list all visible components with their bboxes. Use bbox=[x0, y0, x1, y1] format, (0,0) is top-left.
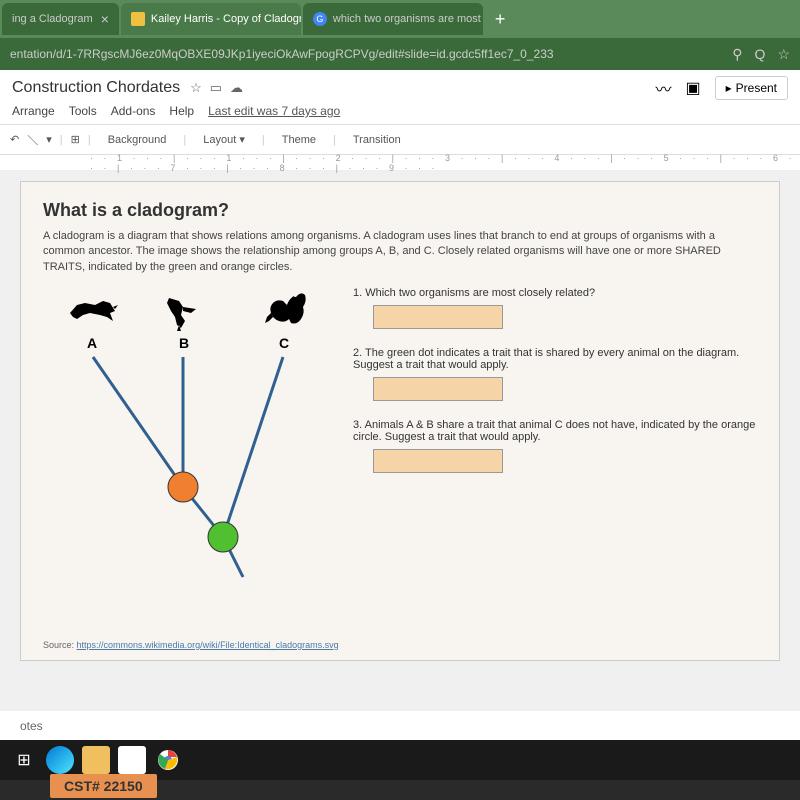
close-icon[interactable]: × bbox=[101, 11, 109, 27]
star-icon[interactable]: ☆ bbox=[190, 80, 202, 96]
cladogram-diagram: A B C bbox=[43, 287, 333, 587]
source-prefix: Source: bbox=[43, 640, 77, 650]
question-1: 1. Which two organisms are most closely … bbox=[353, 287, 757, 329]
menu-arrange[interactable]: Arrange bbox=[12, 104, 55, 118]
answer-box-2[interactable] bbox=[373, 377, 503, 401]
cloud-icon[interactable]: ☁ bbox=[230, 80, 243, 96]
browser-tab-3[interactable]: G which two organisms are most cl × bbox=[303, 3, 483, 35]
question-text: 2. The green dot indicates a trait that … bbox=[353, 347, 757, 371]
chrome-icon[interactable] bbox=[154, 746, 182, 774]
answer-box-1[interactable] bbox=[373, 305, 503, 329]
textbox-icon[interactable]: ⊞ bbox=[71, 133, 80, 146]
question-text: 1. Which two organisms are most closely … bbox=[353, 287, 757, 299]
url-bar[interactable]: entation/d/1-7RRgscMJ6ez0MqOBXE09JKp1iye… bbox=[0, 38, 800, 70]
questions-panel: 1. Which two organisms are most closely … bbox=[353, 287, 757, 587]
menu-addons[interactable]: Add-ons bbox=[111, 104, 156, 118]
label-a: A bbox=[87, 335, 97, 351]
present-label: Present bbox=[736, 81, 777, 95]
tab-label: which two organisms are most cl bbox=[333, 13, 483, 25]
bird-crow-icon bbox=[65, 293, 120, 328]
label-c: C bbox=[279, 335, 289, 351]
toolbar: ↶ ＼ ▾ | ⊞ | Background | Layout ▾ | Them… bbox=[0, 125, 800, 155]
squirrel-icon bbox=[261, 289, 309, 331]
comment-icon[interactable]: ▣ bbox=[685, 78, 700, 98]
transition-button[interactable]: Transition bbox=[344, 130, 410, 150]
menu-tools[interactable]: Tools bbox=[69, 104, 97, 118]
menu-bar: Arrange Tools Add-ons Help Last edit was… bbox=[12, 104, 788, 118]
browser-tab-1[interactable]: ing a Cladogram × bbox=[2, 3, 119, 35]
present-button[interactable]: ▸ Present bbox=[715, 76, 788, 100]
question-3: 3. Animals A & B share a trait that anim… bbox=[353, 419, 757, 473]
answer-box-3[interactable] bbox=[373, 449, 503, 473]
doc-header: Construction Chordates ☆ ▭ ☁ 〰 ▣ ▸ Prese… bbox=[0, 70, 800, 125]
dropdown-icon[interactable]: ▾ bbox=[46, 133, 52, 146]
url-text: entation/d/1-7RRgscMJ6ez0MqOBXE09JKp1iye… bbox=[10, 47, 554, 61]
trend-icon[interactable]: 〰 bbox=[655, 76, 671, 100]
tab-label: ing a Cladogram bbox=[12, 13, 93, 25]
source-link[interactable]: https://commons.wikimedia.org/wiki/File:… bbox=[77, 640, 339, 650]
last-edit[interactable]: Last edit was 7 days ago bbox=[208, 104, 340, 118]
question-2: 2. The green dot indicates a trait that … bbox=[353, 347, 757, 401]
theme-button[interactable]: Theme bbox=[273, 130, 325, 150]
undo-icon[interactable]: ↶ bbox=[10, 133, 19, 146]
task-view-icon[interactable]: ⊞ bbox=[10, 746, 38, 774]
menu-help[interactable]: Help bbox=[169, 104, 194, 118]
browser-window: ing a Cladogram × Kailey Harris - Copy o… bbox=[0, 0, 800, 740]
new-tab-button[interactable]: + bbox=[485, 9, 516, 30]
location-icon[interactable]: ⚲ bbox=[732, 46, 742, 63]
speaker-notes[interactable]: otes bbox=[20, 719, 780, 733]
play-icon: ▸ bbox=[726, 81, 732, 95]
source-citation: Source: https://commons.wikimedia.org/wi… bbox=[43, 640, 339, 650]
slide-canvas: What is a cladogram? A cladogram is a di… bbox=[0, 171, 800, 711]
move-icon[interactable]: ▭ bbox=[210, 80, 222, 96]
slide-title: What is a cladogram? bbox=[43, 200, 757, 221]
bird-kingfisher-icon bbox=[161, 293, 206, 333]
question-text: 3. Animals A & B share a trait that anim… bbox=[353, 419, 757, 443]
slides-icon bbox=[131, 12, 145, 26]
layout-button[interactable]: Layout ▾ bbox=[194, 129, 254, 150]
doc-title[interactable]: Construction Chordates bbox=[12, 79, 180, 97]
label-b: B bbox=[179, 335, 189, 351]
url-actions: ⚲ Q ☆ bbox=[732, 46, 790, 63]
line-icon[interactable]: ＼ bbox=[27, 132, 38, 148]
slide-description: A cladogram is a diagram that shows rela… bbox=[43, 229, 757, 275]
browser-tab-2[interactable]: Kailey Harris - Copy of Cladogram × bbox=[121, 3, 301, 35]
explorer-icon[interactable] bbox=[82, 746, 110, 774]
search-icon[interactable]: Q bbox=[755, 46, 766, 63]
edge-icon[interactable] bbox=[46, 746, 74, 774]
background-button[interactable]: Background bbox=[99, 130, 176, 150]
tab-label: Kailey Harris - Copy of Cladogram bbox=[151, 13, 301, 25]
star-icon[interactable]: ☆ bbox=[777, 46, 790, 63]
slide[interactable]: What is a cladogram? A cladogram is a di… bbox=[20, 181, 780, 661]
google-icon: G bbox=[313, 12, 327, 26]
store-icon[interactable] bbox=[118, 746, 146, 774]
browser-tabs-bar: ing a Cladogram × Kailey Harris - Copy o… bbox=[0, 0, 800, 38]
cst-sticker: CST# 22150 bbox=[50, 774, 157, 798]
ruler: · · 1 · · · | · · · 1 · · · | · · · 2 · … bbox=[0, 155, 800, 171]
